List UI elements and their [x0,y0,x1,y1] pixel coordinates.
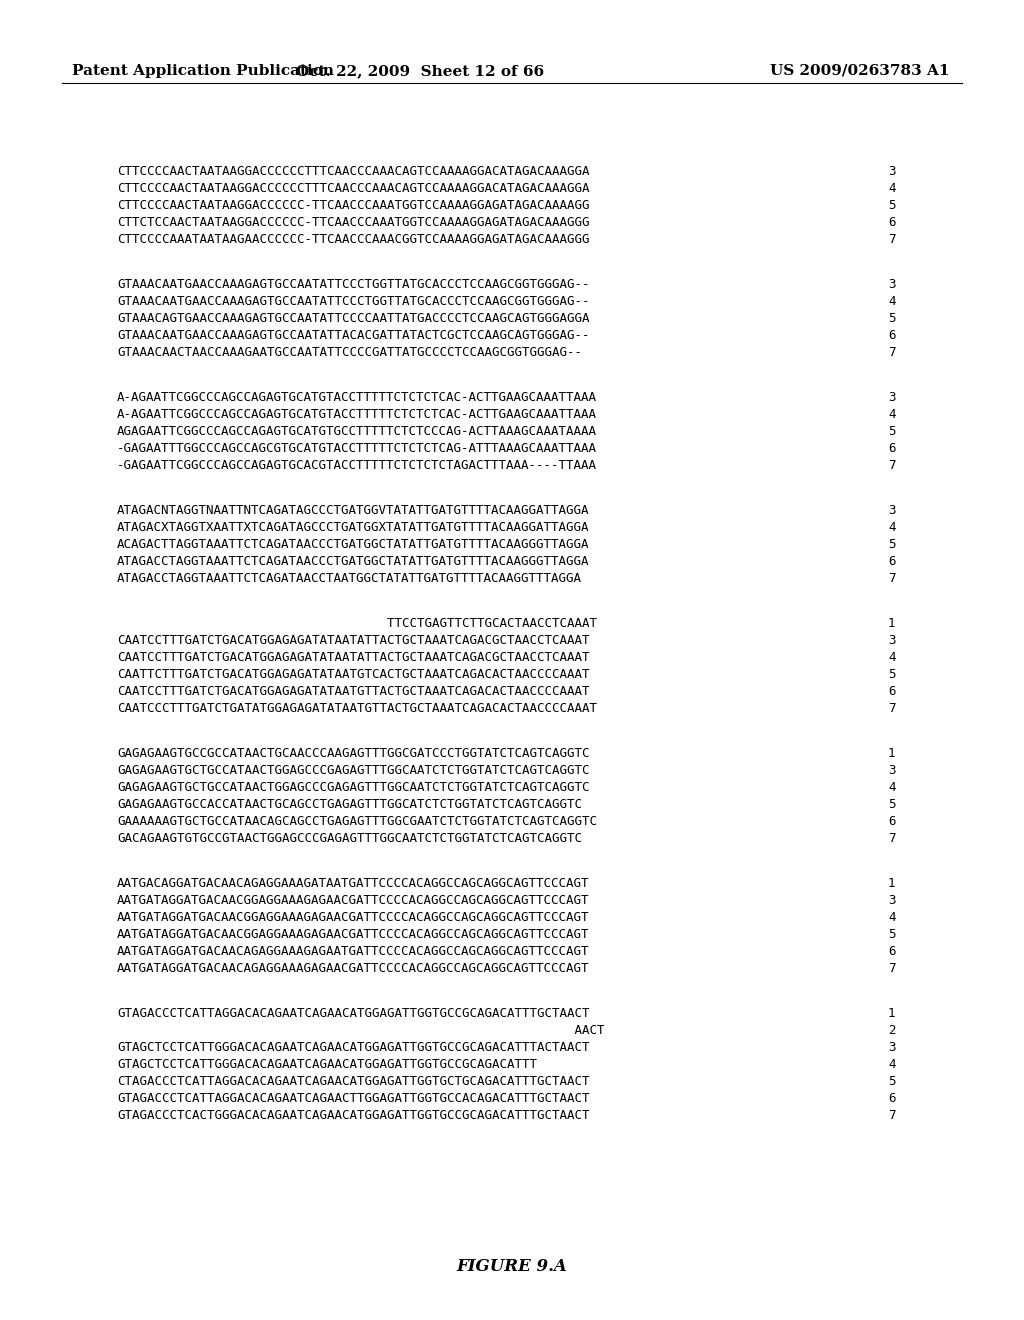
Text: 5: 5 [888,539,896,550]
Text: 7: 7 [888,346,896,359]
Text: GTAGACCCTCACTGGGACACAGAATCAGAACATGGAGATTGGTGCCGCAGACATTTGCTAACT: GTAGACCCTCACTGGGACACAGAATCAGAACATGGAGATT… [117,1109,590,1122]
Text: AATGATAGGATGACAACGGAGGAAAGAGAACGATTCCCCACAGGCCAGCAGGCAGTTCCCAGT: AATGATAGGATGACAACGGAGGAAAGAGAACGATTCCCCA… [117,911,590,924]
Text: CTTCTCCAACTAATAAGGACCCCCC-TTCAACCCAAATGGTCCAAAAGGAGATAGACAAAGGG: CTTCTCCAACTAATAAGGACCCCCC-TTCAACCCAAATGG… [117,216,590,228]
Text: GAGAGAAGTGCTGCCATAACTGGAGCCCGAGAGTTTGGCAATCTCTGGTATCTCAGTCAGGTC: GAGAGAAGTGCTGCCATAACTGGAGCCCGAGAGTTTGGCA… [117,781,590,795]
Text: 6: 6 [888,554,896,568]
Text: 6: 6 [888,814,896,828]
Text: 5: 5 [888,199,896,213]
Text: GTAAACAATGAACCAAAGAGTGCCAATATTCCCTGGTTATGCACCCTCCAAGCGGTGGGAG--: GTAAACAATGAACCAAAGAGTGCCAATATTCCCTGGTTAT… [117,279,590,290]
Text: 4: 4 [888,294,896,308]
Text: A-AGAATTCGGCCCAGCCAGAGTGCATGTACCTTTTTCTCTCTCAC-ACTTGAAGCAAATTAAA: A-AGAATTCGGCCCAGCCAGAGTGCATGTACCTTTTTCTC… [117,408,597,421]
Text: 3: 3 [888,634,896,647]
Text: 1: 1 [888,876,896,890]
Text: Patent Application Publication: Patent Application Publication [72,63,334,78]
Text: CAATCCTTTGATCTGACATGGAGAGATATAATATTACTGCTAAATCAGACGCTAACCTCAAAT: CAATCCTTTGATCTGACATGGAGAGATATAATATTACTGC… [117,634,590,647]
Text: 1: 1 [888,747,896,760]
Text: ACAGACTTAGGTAAATTCTCAGATAACCCTGATGGCTATATTGATGTTTTACAAGGGTTAGGA: ACAGACTTAGGTAAATTCTCAGATAACCCTGATGGCTATA… [117,539,590,550]
Text: 5: 5 [888,928,896,941]
Text: 7: 7 [888,702,896,715]
Text: 4: 4 [888,911,896,924]
Text: GTAGCTCCTCATTGGGACACAGAATCAGAACATGGAGATTGGTGCCGCAGACATTTACTAACT: GTAGCTCCTCATTGGGACACAGAATCAGAACATGGAGATT… [117,1041,590,1053]
Text: 3: 3 [888,1041,896,1053]
Text: CTTCCCCAACTAATAAGGACCCCCC-TTCAACCCAAATGGTCCAAAAGGAGATAGACAAAAGG: CTTCCCCAACTAATAAGGACCCCCC-TTCAACCCAAATGG… [117,199,590,213]
Text: CAATTCTTTGATCTGACATGGAGAGATATAATGTCACTGCTAAATCAGACACTAACCCCAAAT: CAATTCTTTGATCTGACATGGAGAGATATAATGTCACTGC… [117,668,590,681]
Text: 1: 1 [888,1007,896,1020]
Text: AATGATAGGATGACAACGGAGGAAAGAGAACGATTCCCCACAGGCCAGCAGGCAGTTCCCAGT: AATGATAGGATGACAACGGAGGAAAGAGAACGATTCCCCA… [117,894,590,907]
Text: 5: 5 [888,312,896,325]
Text: FIGURE 9.A: FIGURE 9.A [457,1258,567,1275]
Text: 5: 5 [888,425,896,438]
Text: GAGAGAAGTGCTGCCATAACTGGAGCCCGAGAGTTTGGCAATCTCTGGTATCTCAGTCAGGTC: GAGAGAAGTGCTGCCATAACTGGAGCCCGAGAGTTTGGCA… [117,764,590,777]
Text: GTAGCTCCTCATTGGGACACAGAATCAGAACATGGAGATTGGTGCCGCAGACATTT: GTAGCTCCTCATTGGGACACAGAATCAGAACATGGAGATT… [117,1059,537,1071]
Text: 6: 6 [888,945,896,958]
Text: CTTCCCCAACTAATAAGGACCCCCCTTTCAACCCAAACAGTCCAAAAGGACATAGACAAAGGA: CTTCCCCAACTAATAAGGACCCCCCTTTCAACCCAAACAG… [117,182,590,195]
Text: 4: 4 [888,651,896,664]
Text: 5: 5 [888,799,896,810]
Text: GTAGACCCTCATTAGGACACAGAATCAGAACTTGGAGATTGGTGCCACAGACATTTGCTAACT: GTAGACCCTCATTAGGACACAGAATCAGAACTTGGAGATT… [117,1092,590,1105]
Text: 3: 3 [888,894,896,907]
Text: 7: 7 [888,572,896,585]
Text: ATAGACCTAGGTAAATTCTCAGATAACCCTGATGGCTATATTGATGTTTTACAAGGGTTAGGA: ATAGACCTAGGTAAATTCTCAGATAACCCTGATGGCTATA… [117,554,590,568]
Text: 6: 6 [888,685,896,698]
Text: ATAGACCTAGGTAAATTCTCAGATAACCTAATGGCTATATTGATGTTTTACAAGGTTTAGGA: ATAGACCTAGGTAAATTCTCAGATAACCTAATGGCTATAT… [117,572,582,585]
Text: US 2009/0263783 A1: US 2009/0263783 A1 [770,63,950,78]
Text: 7: 7 [888,234,896,246]
Text: CTTCCCCAAATAATAAGAACCCCCC-TTCAACCCAAACGGTCCAAAAGGAGATAGACAAAGGG: CTTCCCCAAATAATAAGAACCCCCC-TTCAACCCAAACGG… [117,234,590,246]
Text: A-AGAATTCGGCCCAGCCAGAGTGCATGTACCTTTTTCTCTCTCAC-ACTTGAAGCAAATTAAA: A-AGAATTCGGCCCAGCCAGAGTGCATGTACCTTTTTCTC… [117,391,597,404]
Text: GAGAGAAGTGCCACCATAACTGCAGCCTGAGAGTTTGGCATCTCTGGTATCTCAGTCAGGTC: GAGAGAAGTGCCACCATAACTGCAGCCTGAGAGTTTGGCA… [117,799,582,810]
Text: GTAAACAATGAACCAAAGAGTGCCAATATTACACGATTATACTCGCTCCAAGCAGTGGGAG--: GTAAACAATGAACCAAAGAGTGCCAATATTACACGATTAT… [117,329,590,342]
Text: 7: 7 [888,459,896,473]
Text: 6: 6 [888,216,896,228]
Text: 7: 7 [888,962,896,975]
Text: ATAGACXTAGGTXAATTXTCAGATAGCCCTGATGGXTATATTGATGTTTTACAAGGATTAGGA: ATAGACXTAGGTXAATTXTCAGATAGCCCTGATGGXTATA… [117,521,590,535]
Text: CAATCCTTTGATCTGACATGGAGAGATATAATGTTACTGCTAAATCAGACACTAACCCCAAAT: CAATCCTTTGATCTGACATGGAGAGATATAATGTTACTGC… [117,685,590,698]
Text: ATAGACNTAGGTNAATTNTCAGATAGCCCTGATGGVTATATTGATGTTTTACAAGGATTAGGA: ATAGACNTAGGTNAATTNTCAGATAGCCCTGATGGVTATA… [117,504,590,517]
Text: 1: 1 [888,616,896,630]
Text: 4: 4 [888,182,896,195]
Text: 5: 5 [888,1074,896,1088]
Text: CAATCCCTTTGATCTGATATGGAGAGATATAATGTTACTGCTAAATCAGACACTAACCCCAAAT: CAATCCCTTTGATCTGATATGGAGAGATATAATGTTACTG… [117,702,597,715]
Text: 4: 4 [888,781,896,795]
Text: 5: 5 [888,668,896,681]
Text: AGAGAATTCGGCCCAGCCAGAGTGCATGTGCCTTTTTCTCTCCCAG-ACTTAAAGCAAATAAAA: AGAGAATTCGGCCCAGCCAGAGTGCATGTGCCTTTTTCTC… [117,425,597,438]
Text: TTCCTGAGTTCTTGCACTAACCTCAAAT: TTCCTGAGTTCTTGCACTAACCTCAAAT [117,616,597,630]
Text: 4: 4 [888,408,896,421]
Text: GAGAGAAGTGCCGCCATAACTGCAACCCAAGAGTTTGGCGATCCCTGGTATCTCAGTCAGGTC: GAGAGAAGTGCCGCCATAACTGCAACCCAAGAGTTTGGCG… [117,747,590,760]
Text: 6: 6 [888,329,896,342]
Text: 7: 7 [888,832,896,845]
Text: CAATCCTTTGATCTGACATGGAGAGATATAATATTACTGCTAAATCAGACGCTAACCTCAAAT: CAATCCTTTGATCTGACATGGAGAGATATAATATTACTGC… [117,651,590,664]
Text: 4: 4 [888,1059,896,1071]
Text: 3: 3 [888,391,896,404]
Text: 3: 3 [888,165,896,178]
Text: 6: 6 [888,442,896,455]
Text: AATGACAGGATGACAACAGAGGAAAGATAATGATTCCCCACAGGCCAGCAGGCAGTTCCCAGT: AATGACAGGATGACAACAGAGGAAAGATAATGATTCCCCA… [117,876,590,890]
Text: GTAAACAGTGAACCAAAGAGTGCCAATATTCCCCAATTATGACCCCTCCAAGCAGTGGGAGGA: GTAAACAGTGAACCAAAGAGTGCCAATATTCCCCAATTAT… [117,312,590,325]
Text: GTAAACAACTAACCAAAGAATGCCAATATTCCCCGATTATGCCCCTCCAAGCGGTGGGAG--: GTAAACAACTAACCAAAGAATGCCAATATTCCCCGATTAT… [117,346,582,359]
Text: CTAGACCCTCATTAGGACACAGAATCAGAACATGGAGATTGGTGCTGCAGACATTTGCTAACT: CTAGACCCTCATTAGGACACAGAATCAGAACATGGAGATT… [117,1074,590,1088]
Text: AATGATAGGATGACAACGGAGGAAAGAGAACGATTCCCCACAGGCCAGCAGGCAGTTCCCAGT: AATGATAGGATGACAACGGAGGAAAGAGAACGATTCCCCA… [117,928,590,941]
Text: 3: 3 [888,504,896,517]
Text: GTAAACAATGAACCAAAGAGTGCCAATATTCCCTGGTTATGCACCCTCCAAGCGGTGGGAG--: GTAAACAATGAACCAAAGAGTGCCAATATTCCCTGGTTAT… [117,294,590,308]
Text: Oct. 22, 2009  Sheet 12 of 66: Oct. 22, 2009 Sheet 12 of 66 [296,63,544,78]
Text: AACT: AACT [117,1024,604,1038]
Text: 7: 7 [888,1109,896,1122]
Text: 6: 6 [888,1092,896,1105]
Text: 2: 2 [888,1024,896,1038]
Text: AATGATAGGATGACAACAGAGGAAAGAGAACGATTCCCCACAGGCCAGCAGGCAGTTCCCAGT: AATGATAGGATGACAACAGAGGAAAGAGAACGATTCCCCA… [117,962,590,975]
Text: 4: 4 [888,521,896,535]
Text: AATGATAGGATGACAACAGAGGAAAGAGAATGATTCCCCACAGGCCAGCAGGCAGTTCCCAGT: AATGATAGGATGACAACAGAGGAAAGAGAATGATTCCCCA… [117,945,590,958]
Text: GACAGAAGTGTGCCGTAACTGGAGCCCGAGAGTTTGGCAATCTCTGGTATCTCAGTCAGGTC: GACAGAAGTGTGCCGTAACTGGAGCCCGAGAGTTTGGCAA… [117,832,582,845]
Text: GTAGACCCTCATTAGGACACAGAATCAGAACATGGAGATTGGTGCCGCAGACATTTGCTAACT: GTAGACCCTCATTAGGACACAGAATCAGAACATGGAGATT… [117,1007,590,1020]
Text: CTTCCCCAACTAATAAGGACCCCCCTTTCAACCCAAACAGTCCAAAAGGACATAGACAAAGGA: CTTCCCCAACTAATAAGGACCCCCCTTTCAACCCAAACAG… [117,165,590,178]
Text: -GAGAATTTGGCCCAGCCAGCGTGCATGTACCTTTTTCTCTCTCAG-ATTTAAAGCAAATTAAA: -GAGAATTTGGCCCAGCCAGCGTGCATGTACCTTTTTCTC… [117,442,597,455]
Text: GAAAAAAGTGCTGCCATAACAGCAGCCTGAGAGTTTGGCGAATCTCTGGTATCTCAGTCAGGTC: GAAAAAAGTGCTGCCATAACAGCAGCCTGAGAGTTTGGCG… [117,814,597,828]
Text: 3: 3 [888,764,896,777]
Text: 3: 3 [888,279,896,290]
Text: -GAGAATTCGGCCCAGCCAGAGTGCACGTACCTTTTTCTCTCTCTAGACTTTAAA----TTAAA: -GAGAATTCGGCCCAGCCAGAGTGCACGTACCTTTTTCTC… [117,459,597,473]
